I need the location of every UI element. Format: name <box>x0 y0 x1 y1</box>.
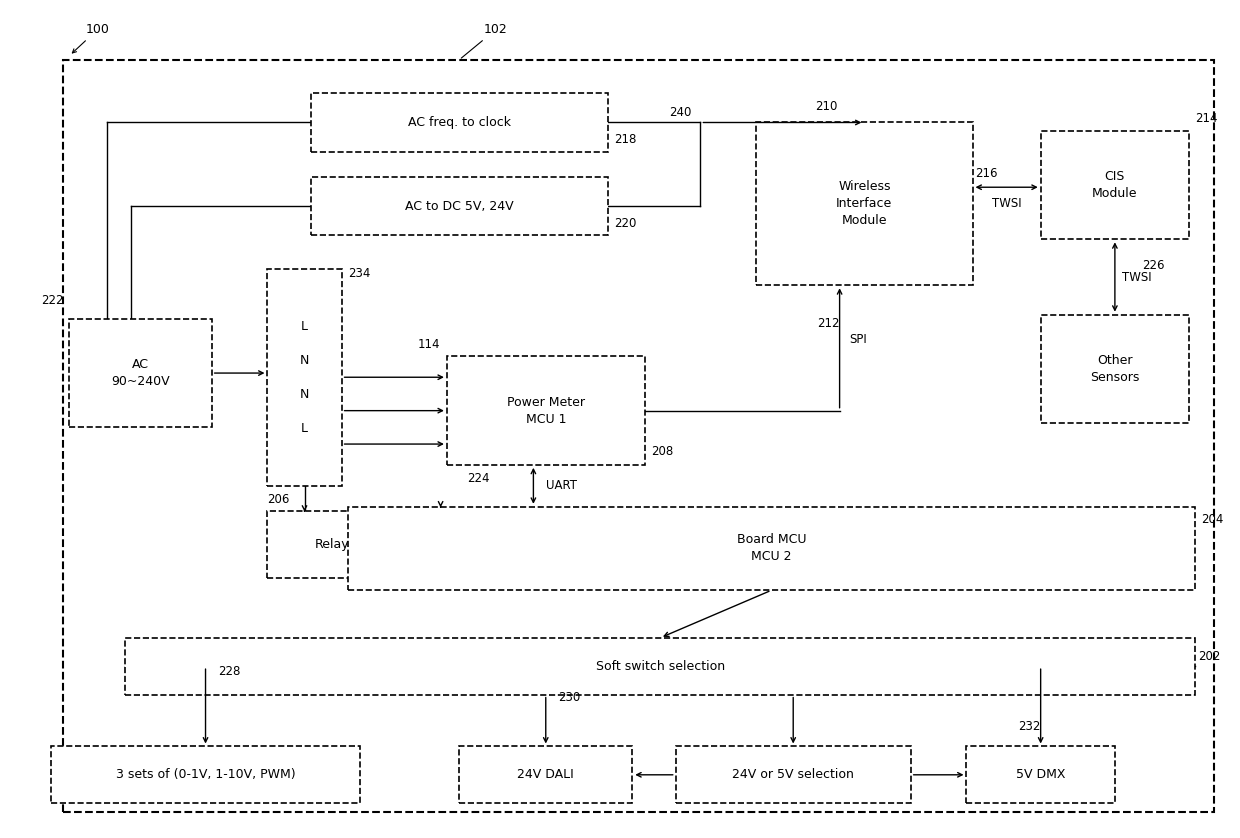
Text: 3 sets of (0-1V, 1-10V, PWM): 3 sets of (0-1V, 1-10V, PWM) <box>115 768 295 781</box>
Text: 234: 234 <box>347 267 371 280</box>
Text: 240: 240 <box>670 106 692 119</box>
Text: 102: 102 <box>461 23 507 58</box>
Text: CIS
Module: CIS Module <box>1092 170 1137 200</box>
Text: SPI: SPI <box>849 334 867 346</box>
Bar <box>1040 131 1189 240</box>
Text: 232: 232 <box>1018 720 1040 732</box>
Bar <box>268 511 397 577</box>
Text: 228: 228 <box>218 665 241 678</box>
Bar <box>125 638 1195 695</box>
Text: 226: 226 <box>1142 259 1164 272</box>
Text: TWSI: TWSI <box>992 198 1022 210</box>
Text: Wireless
Interface
Module: Wireless Interface Module <box>836 180 893 227</box>
Text: 222: 222 <box>41 294 63 307</box>
Text: Soft switch selection: Soft switch selection <box>595 660 724 673</box>
Text: Relay: Relay <box>315 538 350 551</box>
Bar <box>966 747 1115 803</box>
Text: 204: 204 <box>1202 514 1224 526</box>
Bar <box>268 269 342 486</box>
Bar <box>311 93 608 152</box>
Text: Board MCU
MCU 2: Board MCU MCU 2 <box>737 534 806 563</box>
Text: Power Meter
MCU 1: Power Meter MCU 1 <box>507 396 585 426</box>
Bar <box>51 747 360 803</box>
Text: 230: 230 <box>558 691 580 704</box>
Text: 220: 220 <box>614 217 636 230</box>
Text: 208: 208 <box>651 445 673 458</box>
Bar <box>347 507 1195 590</box>
Text: 114: 114 <box>418 338 440 351</box>
Text: 214: 214 <box>1195 112 1218 126</box>
Text: UART: UART <box>546 479 577 492</box>
Text: 100: 100 <box>72 23 109 53</box>
Text: 210: 210 <box>815 100 837 113</box>
Bar <box>676 747 910 803</box>
Bar <box>1040 314 1189 423</box>
Text: 224: 224 <box>467 472 490 484</box>
Text: 216: 216 <box>975 168 998 180</box>
Text: 24V DALI: 24V DALI <box>517 768 574 781</box>
Text: TWSI: TWSI <box>1122 271 1152 283</box>
Text: L

N

N

L: L N N L <box>300 320 309 435</box>
Text: 206: 206 <box>268 493 290 505</box>
Bar <box>311 177 608 235</box>
Text: 24V or 5V selection: 24V or 5V selection <box>733 768 854 781</box>
Bar <box>446 356 645 465</box>
Text: AC freq. to clock: AC freq. to clock <box>408 116 511 129</box>
Text: AC
90~240V: AC 90~240V <box>112 358 170 388</box>
Text: 202: 202 <box>1198 649 1220 663</box>
Text: 5V DMX: 5V DMX <box>1016 768 1065 781</box>
Text: AC to DC 5V, 24V: AC to DC 5V, 24V <box>404 199 513 213</box>
Bar <box>459 747 632 803</box>
Bar <box>756 122 972 286</box>
Text: 212: 212 <box>817 317 839 330</box>
Text: Other
Sensors: Other Sensors <box>1090 354 1140 384</box>
Bar <box>69 318 212 427</box>
Text: 218: 218 <box>614 133 636 147</box>
